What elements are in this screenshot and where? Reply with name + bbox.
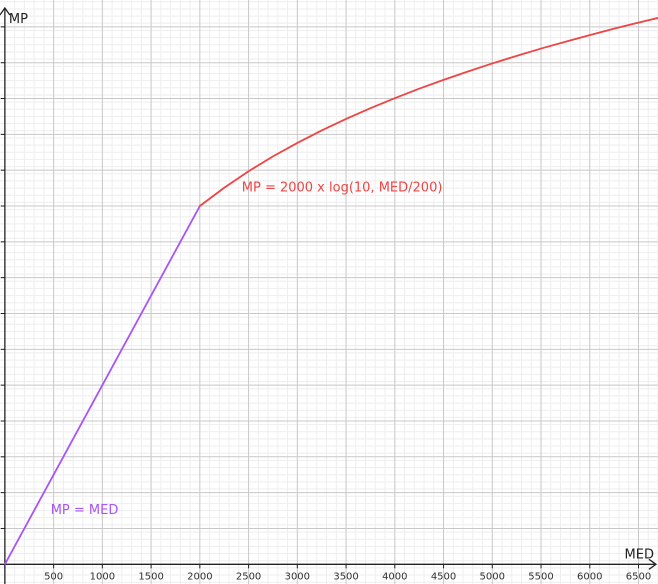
x-tick-label: 6000 — [577, 571, 602, 582]
y-axis-label: MP — [9, 12, 28, 27]
y-axis-arrow — [0, 6, 11, 16]
x-tick-label: 6500 — [626, 571, 651, 582]
tick-labels: 0500100015002000250030003500400045005000… — [0, 26, 651, 582]
annotation-linear-formula: MP = MED — [51, 503, 119, 518]
x-tick-label: 5000 — [480, 571, 505, 582]
x-axis-arrow — [648, 558, 658, 570]
x-tick-label: 4500 — [431, 571, 456, 582]
x-tick-label: 1000 — [90, 571, 115, 582]
series-layer — [3, 17, 658, 566]
x-tick-label: 2000 — [187, 571, 212, 582]
x-tick-label: 2500 — [236, 571, 261, 582]
annotation-log-formula: MP = 2000 x log(10, MED/200) — [242, 181, 443, 196]
x-tick-label: 500 — [44, 571, 63, 582]
x-tick-label: 3000 — [285, 571, 310, 582]
x-tick-label: 1500 — [138, 571, 163, 582]
series-line-log — [198, 17, 658, 207]
x-tick-label: 3500 — [333, 571, 358, 582]
axes — [0, 6, 658, 584]
series-line-linear — [3, 205, 201, 566]
x-tick-label: 4000 — [382, 571, 407, 582]
x-tick-label: 5500 — [528, 571, 553, 582]
x-axis-label: MED — [625, 547, 654, 562]
